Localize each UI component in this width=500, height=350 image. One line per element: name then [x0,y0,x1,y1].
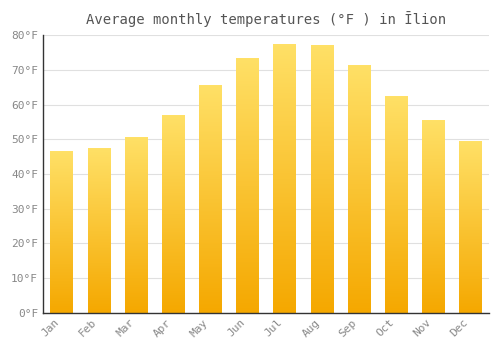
Title: Average monthly temperatures (°F ) in Īlion: Average monthly temperatures (°F ) in Īl… [86,11,446,27]
